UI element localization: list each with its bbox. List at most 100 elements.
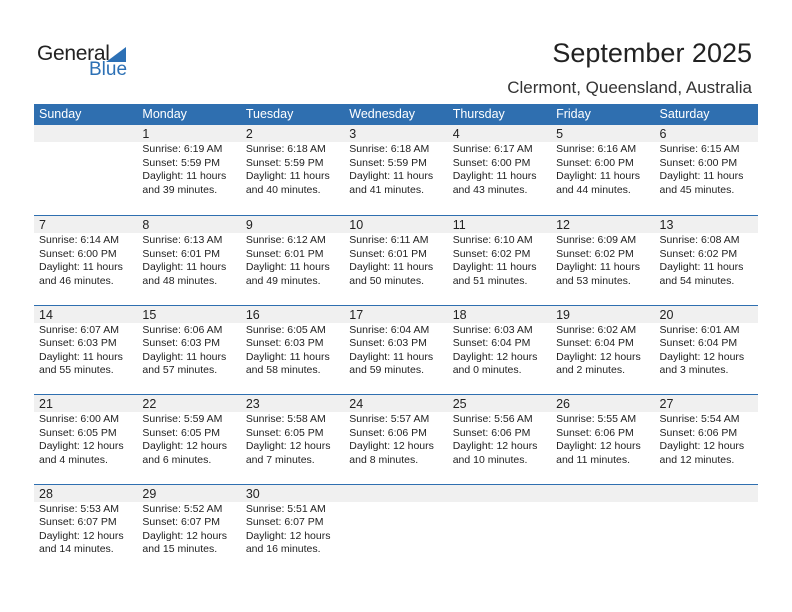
daylight-minutes-text: and 45 minutes. [659,183,735,196]
day-number [447,484,552,502]
day-cell: 12 Sunrise: 6:09 AM Sunset: 6:02 PM Dayligh… [551,216,655,305]
day-number: 10 [344,216,448,233]
sunset-text: Sunset: 6:04 PM [659,337,738,349]
day-number: 21 [34,395,138,412]
daylight-text: Daylight: 12 hours [245,440,331,452]
day-cell: 7 Sunrise: 6:14 AM Sunset: 6:00 PM Daylight… [34,216,138,305]
day-number: 7 [34,216,138,233]
day-cell: 19 Sunrise: 6:02 AM Sunset: 6:04 PM Dayligh… [551,305,655,395]
day-number [34,125,138,142]
logo-general-text: General [37,42,110,65]
day-cell: 24 Sunrise: 5:57 AM Sunset: 6:06 PM Dayligh… [344,395,448,484]
sunrise-text: Sunrise: 6:14 AM [39,234,119,246]
day-number: 25 [447,395,552,412]
day-info: Sunrise: 6:12 AM Sunset: 6:01 PM Daylight:… [241,233,344,288]
day-info: Sunrise: 5:58 AM Sunset: 6:05 PM Daylight:… [241,412,344,467]
daylight-minutes-text: and 14 minutes. [39,543,114,555]
daylight-minutes-text: and 7 minutes. [245,453,315,466]
day-number: 9 [240,216,345,233]
day-info: Sunrise: 6:03 AM Sunset: 6:04 PM Daylight:… [448,323,551,378]
daylight-minutes-text: and 54 minutes. [659,274,735,287]
sunrise-text: Sunrise: 5:52 AM [142,502,223,515]
weekday-saturday: Saturday [659,107,710,121]
sunrise-text: Sunrise: 5:58 AM [245,413,326,425]
day-number: 8 [137,216,241,233]
sunset-text: Sunset: 6:05 PM [245,426,324,439]
daylight-minutes-text: and 44 minutes. [556,183,631,196]
weeks: 1 Sunrise: 6:19 AM Sunset: 5:59 PM Daylight… [34,125,758,573]
day-info: Sunrise: 6:04 AM Sunset: 6:03 PM Daylight:… [344,323,447,378]
sunset-text: Sunset: 6:00 PM [452,156,531,169]
day-number: 20 [654,305,758,323]
day-cell: 4 Sunrise: 6:17 AM Sunset: 6:00 PM Daylight… [447,125,552,215]
logo-triangle-icon [106,47,126,62]
day-info: Sunrise: 5:57 AM Sunset: 6:06 PM Daylight:… [344,412,447,467]
day-number [551,484,655,502]
daylight-text: Daylight: 11 hours [142,261,227,273]
sunset-text: Sunset: 6:00 PM [39,247,117,260]
day-number: 23 [240,395,345,412]
daylight-text: Daylight: 12 hours [142,440,228,452]
day-cell: 10 Sunrise: 6:11 AM Sunset: 6:01 PM Dayligh… [344,216,448,305]
sunrise-text: Sunrise: 5:59 AM [142,413,223,425]
weekday-tuesday: Tuesday [245,107,294,121]
sunset-text: Sunset: 6:06 PM [556,426,634,439]
sunrise-text: Sunrise: 6:01 AM [659,323,740,336]
day-info: Sunrise: 6:18 AM Sunset: 5:59 PM Daylight:… [241,142,344,197]
week-row: 7 Sunrise: 6:14 AM Sunset: 6:00 PM Daylight… [34,215,758,305]
day-cell: 13 Sunrise: 6:08 AM Sunset: 6:02 PM Dayligh… [654,216,758,305]
daylight-text: Daylight: 12 hours [452,350,538,363]
week-row: 14 Sunrise: 6:07 AM Sunset: 6:03 PM Dayligh… [34,304,758,395]
day-cell: 17 Sunrise: 6:04 AM Sunset: 6:03 PM Dayligh… [344,305,448,395]
day-cell: 20 Sunrise: 6:01 AM Sunset: 6:04 PM Dayligh… [654,305,758,395]
daylight-minutes-text: and 2 minutes. [556,364,625,376]
daylight-text: Daylight: 12 hours [556,440,641,452]
day-info: Sunrise: 6:08 AM Sunset: 6:02 PM Daylight:… [655,233,758,288]
weekday-header: Sunday Monday Tuesday Wednesday Thursday Frid… [34,104,758,125]
sunset-text: Sunset: 5:59 PM [349,156,427,169]
sunset-text: Sunset: 6:02 PM [659,247,738,260]
sunset-text: Sunset: 6:00 PM [556,156,634,169]
day-number: 12 [551,216,655,233]
daylight-text: Daylight: 12 hours [659,440,745,452]
daylight-minutes-text: and 41 minutes. [349,183,424,196]
daylight-text: Daylight: 11 hours [556,261,640,273]
day-info: Sunrise: 6:15 AM Sunset: 6:00 PM Daylight:… [655,142,758,197]
daylight-text: Daylight: 11 hours [659,170,744,182]
daylight-text: Daylight: 11 hours [245,350,330,363]
daylight-text: Daylight: 12 hours [349,440,434,452]
sunrise-text: Sunrise: 6:02 AM [556,323,637,336]
sunrise-text: Sunrise: 6:19 AM [142,143,223,155]
weekday-friday: Friday [556,107,591,121]
day-number: 3 [344,125,448,142]
daylight-text: Daylight: 11 hours [452,170,537,182]
sunrise-text: Sunrise: 6:11 AM [349,234,429,246]
day-cell: 18 Sunrise: 6:03 AM Sunset: 6:04 PM Dayligh… [447,305,552,395]
day-cell: 21 Sunrise: 6:00 AM Sunset: 6:05 PM Dayligh… [34,395,138,484]
sunrise-text: Sunrise: 6:09 AM [556,234,637,246]
daylight-text: Daylight: 11 hours [142,350,227,363]
sunrise-text: Sunrise: 6:07 AM [39,323,119,336]
day-cell: 1 Sunrise: 6:19 AM Sunset: 5:59 PM Daylight… [137,125,241,215]
sunset-text: Sunset: 6:07 PM [39,516,117,528]
daylight-minutes-text: and 6 minutes. [142,453,212,466]
daylight-minutes-text: and 50 minutes. [349,274,424,287]
daylight-minutes-text: and 43 minutes. [452,183,528,196]
daylight-text: Daylight: 12 hours [39,529,124,542]
day-number: 14 [34,305,138,323]
day-number: 11 [447,216,552,233]
daylight-minutes-text: and 49 minutes. [245,274,321,287]
daylight-minutes-text: and 16 minutes. [245,543,321,555]
sunrise-text: Sunrise: 6:12 AM [245,234,326,246]
day-cell: 15 Sunrise: 6:06 AM Sunset: 6:03 PM Dayligh… [137,305,241,395]
sunrise-text: Sunrise: 6:04 AM [349,323,430,336]
day-number: 26 [551,395,655,412]
day-number: 4 [447,125,552,142]
day-number [654,484,758,502]
day-info: Sunrise: 6:02 AM Sunset: 6:04 PM Daylight:… [551,323,654,378]
daylight-text: Daylight: 11 hours [39,350,123,363]
day-cell: 3 Sunrise: 6:18 AM Sunset: 5:59 PM Daylight… [344,125,448,215]
day-info: Sunrise: 6:05 AM Sunset: 6:03 PM Daylight:… [241,323,344,378]
daylight-minutes-text: and 8 minutes. [349,453,419,466]
